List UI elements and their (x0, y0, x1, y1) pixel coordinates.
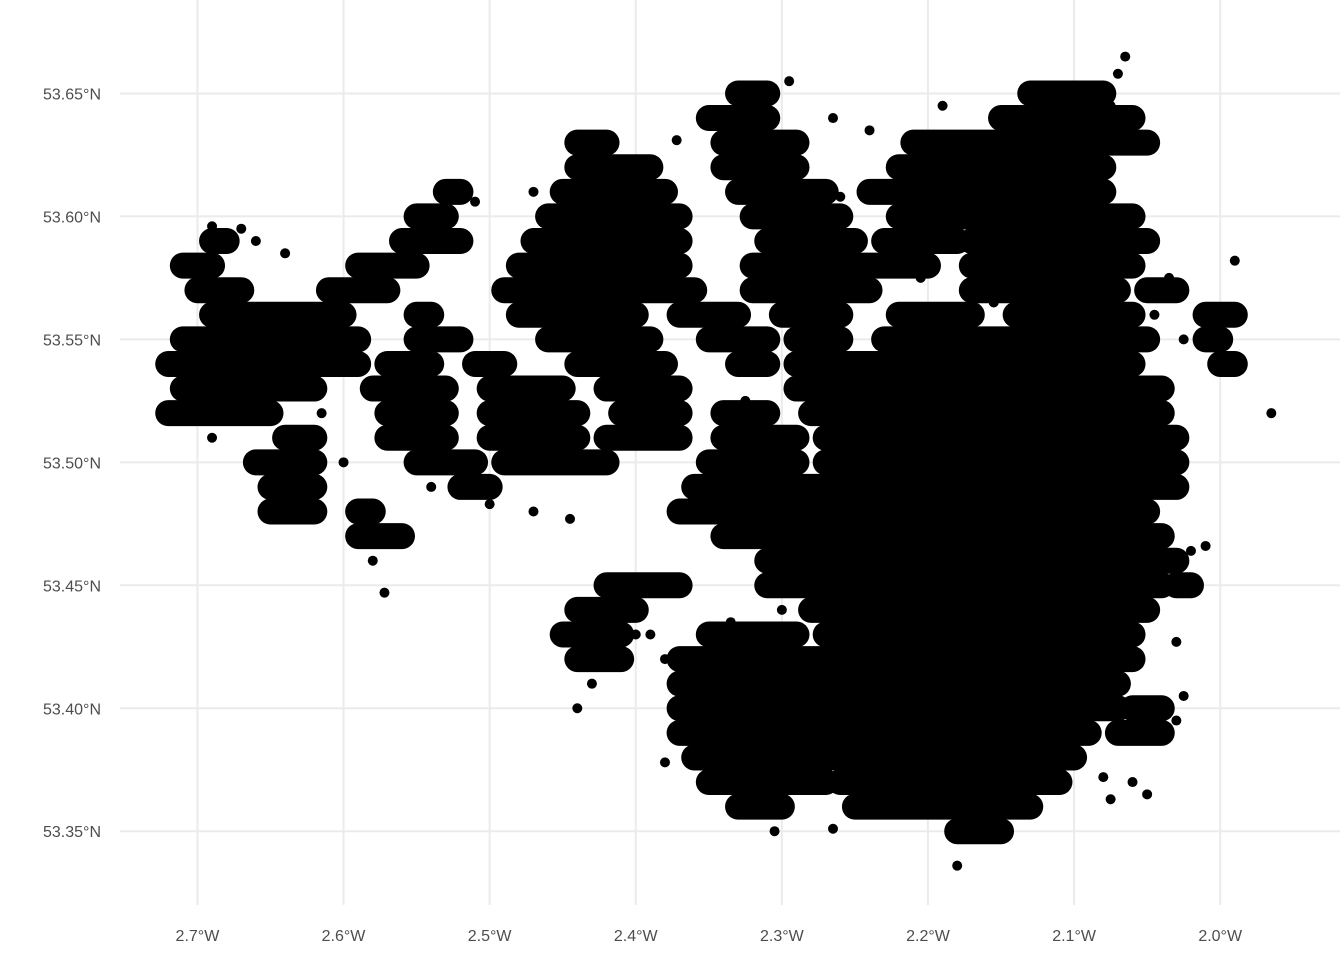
data-point (725, 617, 736, 628)
x-tick-label: 2.1°W (1052, 928, 1097, 945)
data-point (1149, 309, 1160, 320)
y-tick-label: 53.65°N (43, 86, 101, 103)
data-point (1142, 789, 1153, 800)
data-point (177, 403, 188, 414)
data-point (671, 135, 682, 146)
x-axis-tick-labels: 2.7°W 2.6°W 2.5°W 2.4°W 2.3°W 2.2°W 2.1°W 2.0°W (176, 928, 1243, 945)
data-point (835, 191, 846, 202)
data-point (828, 823, 839, 834)
data-point (367, 555, 378, 566)
data-point (1105, 100, 1116, 111)
data-point (740, 395, 751, 406)
data-point (207, 432, 218, 443)
data-point (908, 199, 919, 210)
y-tick-label: 53.45°N (43, 578, 101, 595)
data-point (484, 499, 495, 510)
data-point (1171, 636, 1182, 647)
data-point (572, 452, 583, 463)
data-point (182, 260, 193, 271)
data-point (316, 408, 327, 419)
data-point (528, 506, 539, 517)
x-tick-label: 2.0°W (1198, 928, 1243, 945)
data-point (659, 757, 670, 768)
x-tick-label: 2.6°W (322, 928, 367, 945)
data-point (455, 236, 466, 247)
x-tick-label: 2.2°W (906, 928, 951, 945)
data-point (696, 113, 707, 124)
data-point (1127, 777, 1138, 788)
y-tick-label: 53.50°N (43, 455, 101, 472)
data-point (864, 125, 875, 136)
y-tick-label: 53.60°N (43, 209, 101, 226)
scattered-points (177, 51, 1277, 871)
data-point (309, 506, 320, 517)
y-tick-label: 53.40°N (43, 701, 101, 718)
data-point (1083, 199, 1094, 210)
data-point (528, 186, 539, 197)
data-point (1073, 543, 1084, 554)
data-point (1185, 545, 1196, 556)
data-point (828, 113, 839, 124)
data-point (630, 629, 641, 640)
data-point (776, 604, 787, 615)
data-point (280, 248, 291, 259)
x-tick-label: 2.3°W (760, 928, 805, 945)
data-point (470, 196, 481, 207)
data-point (426, 481, 437, 492)
data-point (207, 221, 218, 232)
data-point (375, 285, 386, 296)
data-point (572, 703, 583, 714)
x-tick-label: 2.5°W (468, 928, 513, 945)
data-point (338, 457, 349, 468)
data-point (1171, 715, 1182, 726)
data-point (645, 629, 656, 640)
data-point (915, 272, 926, 283)
data-point (988, 833, 999, 844)
x-tick-label: 2.7°W (176, 928, 221, 945)
data-point (379, 587, 390, 598)
data-point (776, 137, 787, 148)
data-point (192, 356, 203, 367)
data-point (1178, 334, 1189, 345)
data-point (586, 678, 597, 689)
data-point (659, 211, 670, 222)
data-point (733, 174, 744, 185)
data-point (769, 826, 780, 837)
dense-points (155, 80, 1248, 845)
data-point (674, 727, 685, 738)
data-point (236, 223, 247, 234)
data-point (1098, 772, 1109, 783)
y-tick-label: 53.35°N (43, 824, 101, 841)
data-point (1105, 794, 1116, 805)
data-point (1164, 272, 1175, 283)
data-point (1120, 51, 1131, 62)
data-point (952, 860, 963, 871)
data-point (1229, 255, 1240, 266)
data-point (1229, 358, 1240, 369)
data-point (659, 654, 670, 665)
data-point (988, 297, 999, 308)
data-point (565, 513, 576, 524)
data-point (250, 236, 261, 247)
data-point (1266, 408, 1277, 419)
data-point (1200, 540, 1211, 551)
x-tick-label: 2.4°W (614, 928, 659, 945)
data-point (784, 76, 795, 87)
y-tick-label: 53.55°N (43, 332, 101, 349)
data-point (937, 100, 948, 111)
data-point (623, 420, 634, 431)
y-axis-tick-labels: 53.65°N 53.60°N 53.55°N 53.50°N 53.45°N 53.40… (43, 86, 101, 841)
data-point (1178, 690, 1189, 701)
data-point (1112, 211, 1123, 222)
data-point (1112, 68, 1123, 79)
